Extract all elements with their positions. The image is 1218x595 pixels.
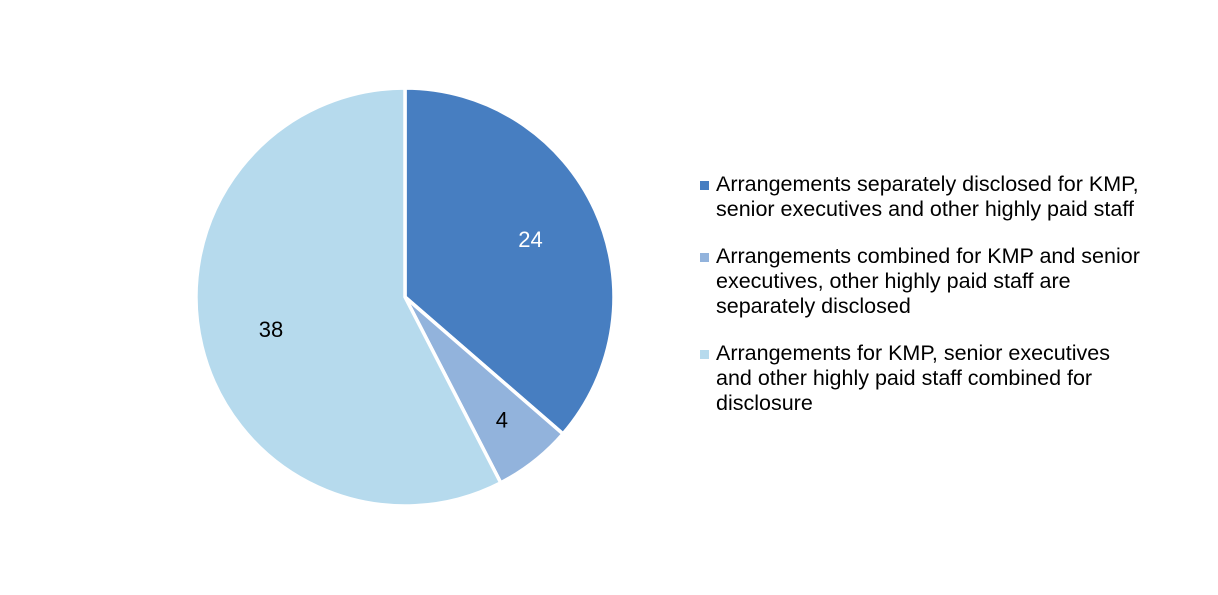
legend-item: Arrangements combined for KMP and senior…	[700, 244, 1200, 319]
legend-swatch	[700, 253, 709, 262]
pie-slice	[403, 86, 616, 436]
data-label: 38	[259, 317, 283, 342]
pie-slice	[194, 86, 503, 508]
data-label: 24	[518, 227, 542, 252]
chart-legend: Arrangements separately disclosed for KM…	[700, 172, 1200, 438]
data-label: 4	[496, 408, 508, 433]
legend-item: Arrangements for KMP, senior executives …	[700, 341, 1200, 416]
legend-item: Arrangements separately disclosed for KM…	[700, 172, 1200, 222]
legend-swatch	[700, 350, 709, 359]
legend-label: Arrangements combined for KMP and senior…	[716, 244, 1140, 318]
legend-swatch	[700, 181, 709, 190]
legend-label: Arrangements for KMP, senior executives …	[716, 341, 1110, 415]
legend-label: Arrangements separately disclosed for KM…	[716, 172, 1139, 221]
